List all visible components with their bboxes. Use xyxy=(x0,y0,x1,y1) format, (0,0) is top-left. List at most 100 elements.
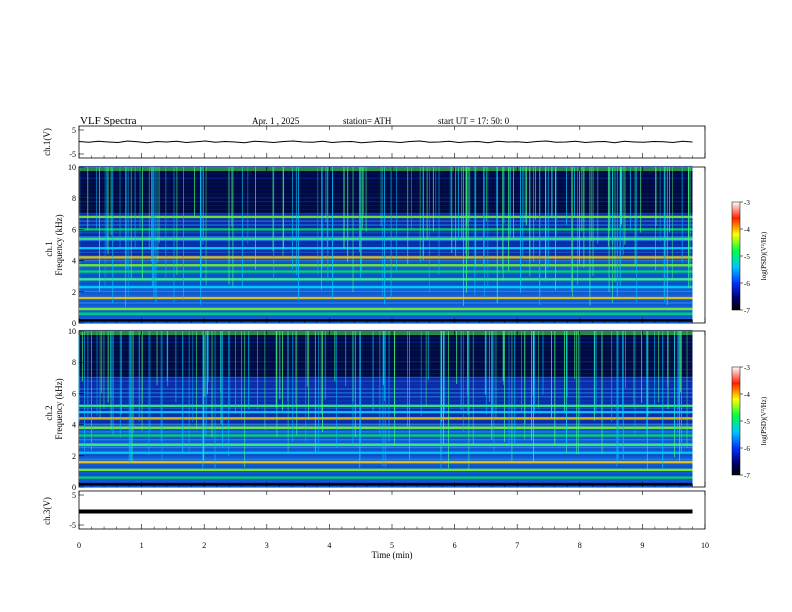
spec-band xyxy=(79,278,693,281)
spec2-ytick-label: 10 xyxy=(68,327,76,336)
spec-top-edge xyxy=(79,167,693,171)
spec1-ytick-label: 0 xyxy=(72,319,76,328)
spec-band xyxy=(79,307,693,311)
header-station: station= ATH xyxy=(343,116,392,126)
spec-band xyxy=(79,451,693,454)
spec2-ytick-label: 2 xyxy=(72,452,76,461)
ch1-colorbar: -3 -4 -5 -6 -7 log(PSD)(V²/Hz) xyxy=(731,199,768,315)
spec-noise-row xyxy=(79,337,693,339)
cbar1-tick-label: -6 xyxy=(744,280,750,288)
ch1-ylabel-freq: Frequency (kHz) xyxy=(54,214,64,275)
spec1-ytick-label: 10 xyxy=(68,163,76,172)
x-tick-label: 7 xyxy=(515,541,519,550)
spec-noise-row xyxy=(79,450,693,453)
spec-noise-row xyxy=(79,380,693,382)
ch3-waveform-panel: 5 -5 ch.3(V) 0 1 2 3 4 5 6 7 8 9 10 Time (min) xyxy=(42,126,709,560)
spec2-ytick-label: 0 xyxy=(72,483,76,492)
cbar1-tick-label: -3 xyxy=(744,199,750,207)
spec-noise-row xyxy=(79,454,693,456)
spec-noise-row xyxy=(79,173,693,175)
spec1-ytick-label: 4 xyxy=(72,257,76,266)
cbar2-tick-label: -5 xyxy=(744,418,750,426)
spec-band xyxy=(79,410,693,414)
spec2-ytick-label: 4 xyxy=(72,421,76,430)
spec-noise-row xyxy=(79,243,693,246)
spec-noise-row xyxy=(79,349,693,351)
spec-noise-row xyxy=(79,259,693,261)
ch1-ylabel-channel: ch.1 xyxy=(44,241,54,256)
ch2-ylabel-channel: ch.2 xyxy=(44,405,54,420)
spec-band xyxy=(79,264,693,267)
spec1-ytick-label: 8 xyxy=(72,194,76,203)
spec-noise-row xyxy=(79,208,693,211)
spec-band xyxy=(79,256,693,259)
spec-noise-row xyxy=(79,404,693,406)
spec-band xyxy=(79,443,693,447)
x-axis-label: Time (min) xyxy=(372,550,413,560)
spec-noise-row xyxy=(79,341,693,343)
header-date: Apr. 1 , 2025 xyxy=(252,116,300,126)
spec-noise-row xyxy=(79,353,693,355)
x-tick-label: 0 xyxy=(77,541,81,550)
spec-band xyxy=(79,228,693,231)
cbar1-tick-label: -7 xyxy=(744,307,750,315)
ch1-colorbar-scale xyxy=(731,201,741,311)
ch1-spectrogram-image xyxy=(79,165,693,323)
spec-noise-row xyxy=(79,240,693,242)
cbar1-tick-label: -5 xyxy=(744,253,750,261)
spec-noise-row xyxy=(79,396,693,398)
spec-noise-row xyxy=(79,329,693,332)
spec-noise-row xyxy=(79,384,693,386)
spec1-ytick-label: 6 xyxy=(72,225,76,234)
spec-noise-row xyxy=(79,165,693,168)
x-tick-label: 6 xyxy=(453,541,457,550)
ch1-spectrogram-panel: 0 2 4 6 8 10 ch.1Frequency (kHz) -3 -4 -5 -6 -7 l… xyxy=(44,163,768,328)
spec-noise-row xyxy=(79,267,693,269)
ch2-colorbar: -3 -4 -5 -6 -7 log(PSD)(V²/Hz) xyxy=(731,364,768,480)
spec-noise-row xyxy=(79,290,693,292)
spec-band xyxy=(79,434,693,437)
x-tick-label: 10 xyxy=(701,541,709,550)
spec-noise-row xyxy=(79,220,693,222)
ch1-ytick-label: 5 xyxy=(72,126,76,135)
ch1-colorbar-label: log(PSD)(V²/Hz) xyxy=(760,231,768,280)
spec-band xyxy=(79,312,693,315)
spec-noise-row xyxy=(79,458,693,460)
x-tick-label: 4 xyxy=(327,541,331,550)
spec-noise-row xyxy=(79,345,693,347)
x-tick-label: 8 xyxy=(578,541,582,550)
figure-title: VLF Spectra xyxy=(80,115,137,127)
spec-noise-row xyxy=(79,368,693,371)
cbar2-tick-label: -7 xyxy=(744,472,750,480)
spec-band xyxy=(79,468,693,472)
spec-band xyxy=(79,270,693,273)
spec-noise-row xyxy=(79,415,693,417)
spec-noise-row xyxy=(79,423,693,425)
spec-noise-row xyxy=(79,431,693,433)
spec-noise-row xyxy=(79,275,693,277)
x-tick-label: 2 xyxy=(202,541,206,550)
spec-noise-row xyxy=(79,224,693,226)
spec-noise-row xyxy=(79,466,693,468)
spec-noise-row xyxy=(79,177,693,179)
x-tick-label: 1 xyxy=(140,541,144,550)
ch1-ytick-label: -5 xyxy=(69,150,76,159)
ch2-ylabel-freq: Frequency (kHz) xyxy=(54,378,64,439)
spec-noise-row xyxy=(79,439,693,441)
spec-top-edge xyxy=(79,331,693,335)
cbar2-tick-label: -6 xyxy=(744,445,750,453)
spec-noise-row xyxy=(79,181,693,183)
spec-noise-row xyxy=(79,372,693,375)
spec-noise-row xyxy=(79,201,693,203)
ch2-colorbar-scale xyxy=(731,366,741,476)
spec-noise-row xyxy=(79,282,693,285)
spec-noise-row xyxy=(79,197,693,199)
spec-band xyxy=(79,460,693,464)
spec1-ytick-label: 2 xyxy=(72,288,76,297)
spec-noise-row xyxy=(79,443,693,445)
spec-noise-row xyxy=(79,236,693,238)
spec-band xyxy=(79,476,693,479)
ch2-spectrogram-image xyxy=(78,329,693,487)
ch1-waveform-trace xyxy=(78,140,693,144)
ch2-colorbar-label: log(PSD)(V²/Hz) xyxy=(760,396,768,445)
